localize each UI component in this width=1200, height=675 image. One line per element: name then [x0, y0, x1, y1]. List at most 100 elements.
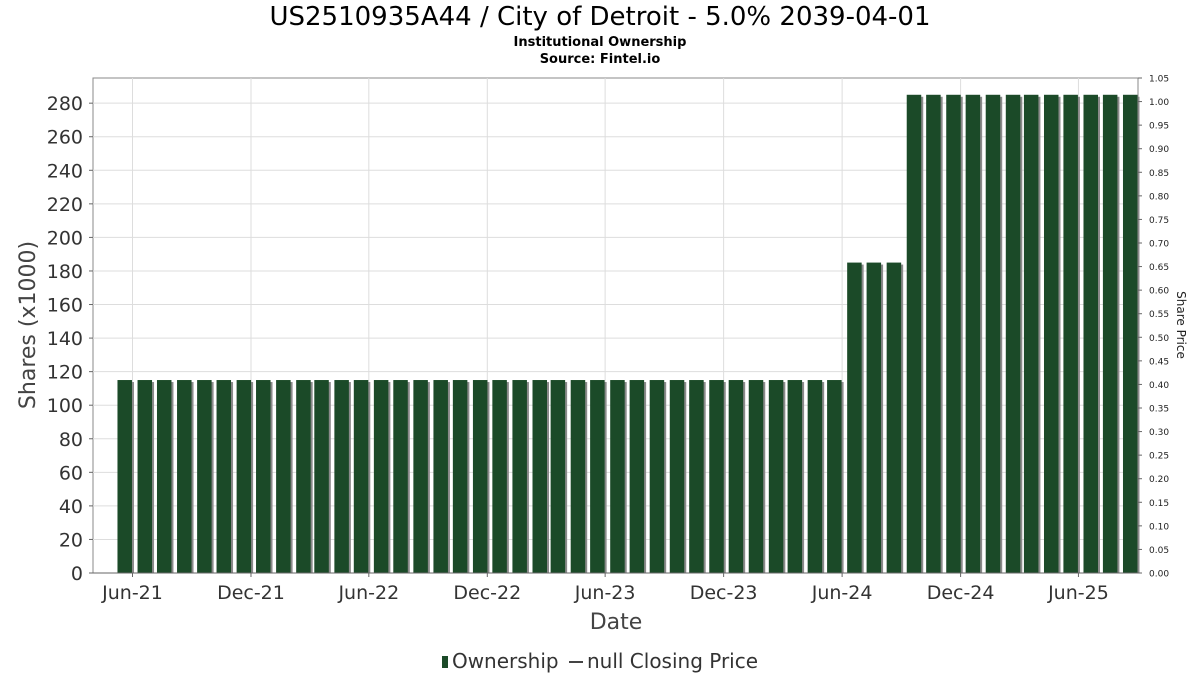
bars-layer — [117, 94, 1140, 573]
ownership-bar — [472, 380, 488, 573]
y2-tick-label: 0.10 — [1149, 522, 1169, 532]
y2-tick-label: 1.00 — [1149, 98, 1169, 108]
ownership-bar — [314, 380, 329, 573]
ownership-bar — [768, 380, 784, 573]
x-tick-label: Jun-25 — [1047, 582, 1109, 604]
y2-tick-label: 0.95 — [1149, 122, 1169, 132]
ownership-bar — [847, 262, 862, 573]
ownership-bar — [353, 380, 369, 573]
ownership-bar — [373, 380, 389, 573]
ownership-bar — [570, 380, 586, 573]
y-tick-label: 180 — [47, 261, 83, 283]
ownership-bar — [550, 380, 566, 573]
ownership-bar — [452, 380, 468, 573]
ownership-bar — [117, 380, 132, 573]
ownership-bar — [1102, 94, 1118, 573]
axes-layer: 0 20 40 60 80 100 120 140 160 180 200 220 240 260 280 J… — [47, 75, 1170, 605]
y-tick-label: 260 — [47, 127, 83, 149]
x-tick-label: Dec-22 — [453, 582, 521, 604]
y-axis-label: Shares (x1000) — [16, 241, 41, 409]
ownership-bar — [334, 380, 349, 573]
y2-tick-label: 1.05 — [1149, 75, 1169, 85]
ownership-bar — [590, 380, 605, 573]
y2-tick-label: 0.75 — [1149, 216, 1169, 226]
ownership-bar — [787, 380, 803, 573]
y2-tick-label: 0.50 — [1149, 334, 1169, 344]
ownership-bar — [946, 94, 961, 573]
ownership-bar — [492, 380, 507, 573]
ownership-bar — [1043, 94, 1059, 573]
ownership-bar — [965, 94, 981, 573]
y-tick-label: 220 — [47, 194, 83, 216]
y2-tick-label: 0.25 — [1149, 452, 1169, 462]
ownership-bar — [1083, 94, 1098, 573]
y2-tick-label: 0.40 — [1149, 381, 1169, 391]
y-tick-label: 60 — [59, 462, 83, 484]
x-tick-label: Jun-23 — [574, 582, 636, 604]
legend-ownership[interactable]: Ownership — [441, 648, 559, 673]
y2-tick-label: 0.30 — [1149, 428, 1169, 438]
chart-legend: Ownership null Closing Price — [0, 647, 1200, 673]
y-tick-label: 200 — [47, 227, 83, 249]
chart-title: US2510935A44 / City of Detroit - 5.0% 20… — [269, 2, 931, 32]
y2-tick-label: 0.90 — [1149, 145, 1169, 155]
y2-tick-label: 0.00 — [1149, 570, 1169, 580]
y-tick-label: 40 — [59, 496, 83, 518]
y2-tick-label: 0.85 — [1149, 169, 1169, 179]
ownership-bar — [827, 380, 842, 573]
x-tick-label: Jun-22 — [337, 582, 399, 604]
y-tick-label: 100 — [47, 395, 83, 417]
ownership-bar — [296, 380, 311, 573]
ownership-bar — [669, 380, 685, 573]
y2-tick-label: 0.70 — [1149, 240, 1169, 250]
ownership-bar — [728, 380, 744, 573]
y2-tick-label: 0.15 — [1149, 499, 1169, 509]
legend-price-line — [568, 661, 583, 663]
y-tick-label: 0 — [71, 563, 83, 585]
ownership-bar — [512, 380, 527, 573]
ownership-bar — [985, 94, 1001, 573]
ownership-bar — [1023, 94, 1039, 573]
chart-subtitle: Institutional Ownership — [513, 35, 687, 50]
ownership-bar — [276, 380, 291, 573]
chart-source: Source: Fintel.io — [539, 52, 661, 67]
ownership-bar — [197, 380, 212, 573]
y2-tick-label: 0.20 — [1149, 475, 1169, 485]
legend-price-label: null Closing Price — [586, 648, 759, 673]
ownership-bar — [1005, 94, 1021, 573]
x-axis-label: Date — [590, 610, 643, 635]
ownership-bar — [393, 380, 408, 573]
y-tick-label: 20 — [59, 529, 83, 551]
ownership-bar — [413, 380, 428, 573]
ownership-bar — [1063, 94, 1078, 573]
y-tick-label: 280 — [47, 93, 83, 115]
ownership-bar — [906, 94, 922, 573]
legend-ownership-swatch — [441, 656, 448, 668]
ownership-bar — [137, 380, 153, 573]
legend-price[interactable]: null Closing Price — [565, 649, 758, 673]
y2-tick-label: 0.60 — [1149, 287, 1169, 297]
ownership-bar — [532, 380, 547, 573]
ownership-bar — [433, 380, 448, 573]
y-tick-label: 240 — [47, 160, 83, 182]
y2-axis-label: Share Price — [1174, 291, 1188, 359]
x-tick-label: Dec-21 — [217, 582, 285, 604]
ownership-bar — [256, 380, 271, 573]
y2-tick-label: 0.35 — [1149, 405, 1169, 415]
x-tick-label: Dec-24 — [927, 582, 995, 604]
ownership-bar — [748, 380, 764, 573]
ownership-bar — [649, 380, 665, 573]
ownership-bar — [177, 380, 192, 573]
y2-tick-label: 0.80 — [1149, 192, 1169, 202]
x-tick-label: Dec-23 — [690, 582, 758, 604]
x-tick-label: Jun-24 — [811, 582, 873, 604]
ownership-bar — [236, 380, 252, 573]
ownership-bar — [807, 380, 823, 573]
y2-tick-label: 0.05 — [1149, 546, 1169, 556]
legend-ownership-label: Ownership — [451, 648, 559, 673]
y-tick-label: 120 — [47, 362, 83, 384]
ownership-bar — [1122, 94, 1138, 573]
ownership-bar — [886, 262, 902, 573]
ownership-bar — [216, 380, 232, 573]
